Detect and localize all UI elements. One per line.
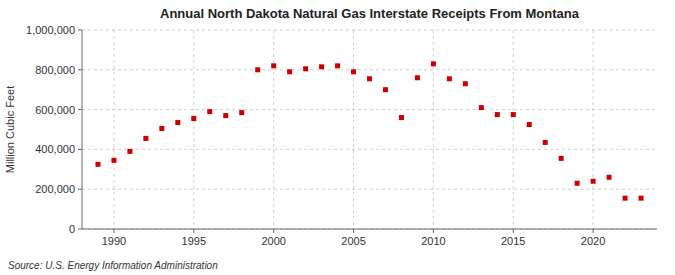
point: [319, 64, 324, 69]
tick-x: [193, 229, 194, 233]
point: [575, 181, 580, 186]
grid-line-x: [593, 30, 594, 229]
grid-line-x: [273, 30, 274, 229]
point: [159, 126, 164, 131]
point: [623, 196, 628, 201]
y-axis-label: Million Cubic Feet: [4, 86, 16, 173]
point: [127, 149, 132, 154]
source: Source: U.S. Energy Information Administ…: [8, 260, 218, 271]
point: [271, 63, 276, 68]
point: [447, 76, 452, 81]
grid-line-x: [353, 30, 354, 229]
tick-label-y: 400,000: [35, 143, 75, 155]
grid-line-y: [82, 189, 657, 190]
point: [111, 158, 116, 163]
point: [431, 61, 436, 66]
grid-line-y: [82, 229, 657, 230]
tick-y: [78, 69, 82, 70]
grid-line-y: [82, 30, 657, 31]
point: [527, 122, 532, 127]
point: [191, 116, 196, 121]
grid-line-x: [513, 30, 514, 229]
point: [143, 136, 148, 141]
grid-line-y: [82, 149, 657, 150]
point: [383, 87, 388, 92]
tick-label-x: 2020: [581, 235, 605, 247]
point: [511, 112, 516, 117]
tick-label-x: 2000: [261, 235, 285, 247]
grid-line-x: [433, 30, 434, 229]
tick-label-y: 800,000: [35, 64, 75, 76]
point: [399, 115, 404, 120]
point: [639, 196, 644, 201]
point: [335, 63, 340, 68]
point: [95, 162, 100, 167]
tick-label-x: 1995: [182, 235, 206, 247]
tick-label-y: 1,000,000: [26, 24, 75, 36]
tick-y: [78, 149, 82, 150]
point: [415, 75, 420, 80]
point: [303, 66, 308, 71]
tick-y: [78, 109, 82, 110]
tick-x: [273, 229, 274, 233]
point: [367, 76, 372, 81]
point: [239, 110, 244, 115]
tick-x: [433, 229, 434, 233]
tick-label-y: 600,000: [35, 104, 75, 116]
tick-label-x: 2015: [501, 235, 525, 247]
tick-x: [593, 229, 594, 233]
tick-y: [78, 189, 82, 190]
point: [479, 105, 484, 110]
tick-label-x: 2010: [421, 235, 445, 247]
x-axis-line: [82, 229, 657, 230]
point: [287, 69, 292, 74]
chart: Annual North Dakota Natural Gas Intersta…: [0, 0, 675, 275]
point: [607, 175, 612, 180]
tick-label-y: 200,000: [35, 183, 75, 195]
tick-label-x: 1990: [102, 235, 126, 247]
tick-y: [78, 229, 82, 230]
point: [175, 120, 180, 125]
point: [559, 156, 564, 161]
point: [463, 81, 468, 86]
points: [95, 61, 643, 200]
axes: 0 200,000 400,000 600,000 800,000 1,000,000 19…: [26, 24, 657, 247]
point: [351, 69, 356, 74]
tick-x: [353, 229, 354, 233]
point: [591, 179, 596, 184]
point: [255, 67, 260, 72]
grid: [82, 30, 657, 229]
point: [207, 109, 212, 114]
point: [223, 113, 228, 118]
tick-x: [113, 229, 114, 233]
y-axis-line: [82, 30, 83, 229]
grid-line-y: [82, 109, 657, 110]
point: [495, 112, 500, 117]
tick-x: [513, 229, 514, 233]
tick-label-y: 0: [69, 223, 75, 235]
tick-label-x: 2005: [341, 235, 365, 247]
grid-line-y: [82, 69, 657, 70]
point: [543, 140, 548, 145]
title: Annual North Dakota Natural Gas Intersta…: [160, 6, 580, 21]
grid-line-x: [113, 30, 114, 229]
tick-y: [78, 30, 82, 31]
grid-line-x: [193, 30, 194, 229]
